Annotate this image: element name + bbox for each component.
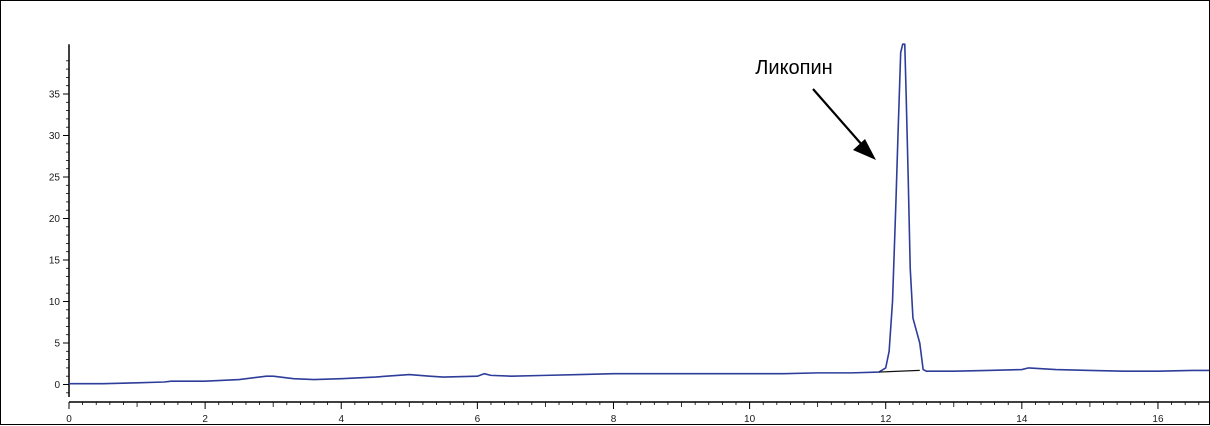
series-line: [69, 43, 1209, 385]
y-tick-label: 15: [49, 256, 61, 267]
y-tick-label: 5: [54, 339, 60, 350]
x-tick-label: 8: [611, 414, 617, 425]
y-tick-label: 35: [49, 90, 61, 101]
annotation-layer: Ликопин: [755, 57, 876, 160]
y-tick-label: 30: [49, 131, 61, 142]
x-tick-label: 2: [202, 414, 208, 425]
x-tick-label: 0: [66, 414, 72, 425]
x-tick-label: 12: [880, 414, 892, 425]
y-tick-label: 25: [49, 173, 61, 184]
x-tick-label: 10: [744, 414, 756, 425]
axes: [68, 44, 1209, 403]
x-tick-label: 16: [1152, 414, 1164, 425]
annotation-arrow-shaft: [812, 88, 864, 147]
peak-annotation-label: Ликопин: [755, 57, 832, 79]
series-layer: [69, 43, 1209, 385]
x-tick-label: 6: [475, 414, 481, 425]
x-tick-label: 4: [338, 414, 344, 425]
annotation-arrow-head: [853, 139, 876, 160]
y-tick-label: 20: [49, 214, 61, 225]
y-tick-label: 10: [49, 297, 61, 308]
peak-baseline: [878, 369, 920, 373]
ticks: 0 5 10 15 20 25 30 35 0 2 4 6 8 10 12 14 16: [49, 60, 1200, 425]
y-tick-label: 0: [54, 380, 60, 391]
x-tick-label: 14: [1016, 414, 1028, 425]
